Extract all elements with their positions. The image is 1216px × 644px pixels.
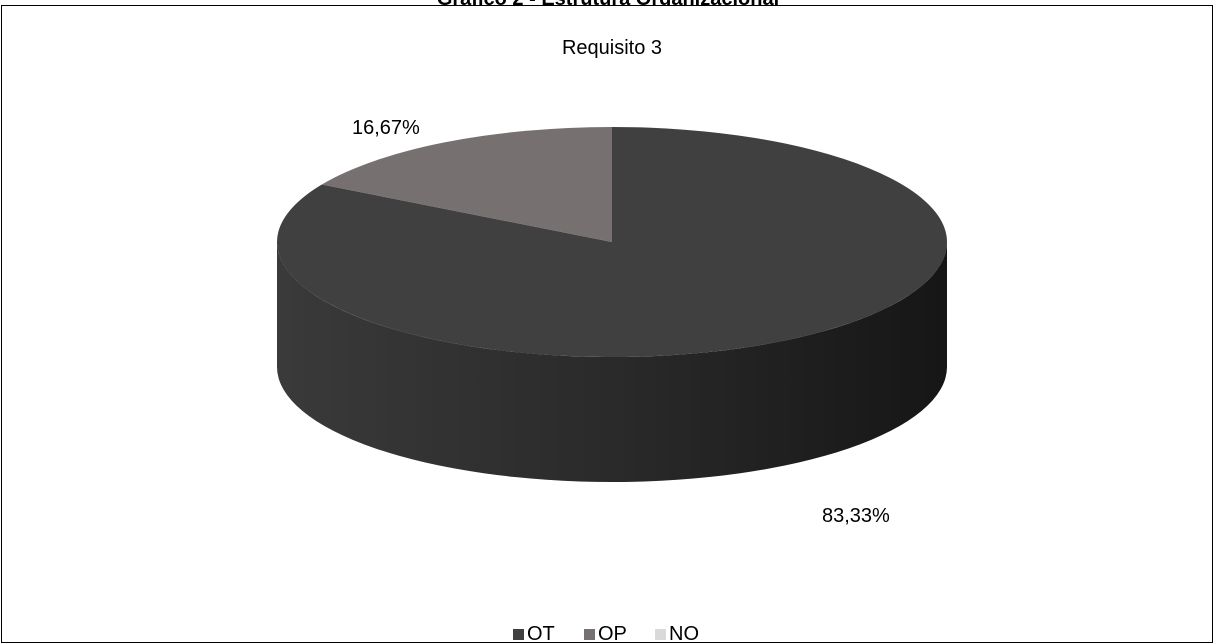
legend-swatch-op (584, 629, 595, 640)
pie-slices (276, 127, 947, 482)
legend-swatch-ot (513, 629, 524, 640)
legend-label-op: OP (598, 623, 627, 644)
data-label-op: 16,67% (352, 117, 420, 139)
legend: OT OP NO (513, 623, 699, 644)
pie-side-wall (277, 242, 947, 482)
legend-item-no: NO (655, 623, 699, 644)
legend-label-no: NO (669, 623, 699, 644)
legend-item-op: OP (584, 623, 627, 644)
legend-item-ot: OT (513, 623, 555, 644)
legend-swatch-no (655, 629, 666, 640)
data-label-ot: 83,33% (822, 505, 890, 527)
pie-slice-op (321, 127, 612, 242)
legend-label-ot: OT (527, 623, 555, 644)
chart-title: Requisito 3 (562, 37, 662, 59)
